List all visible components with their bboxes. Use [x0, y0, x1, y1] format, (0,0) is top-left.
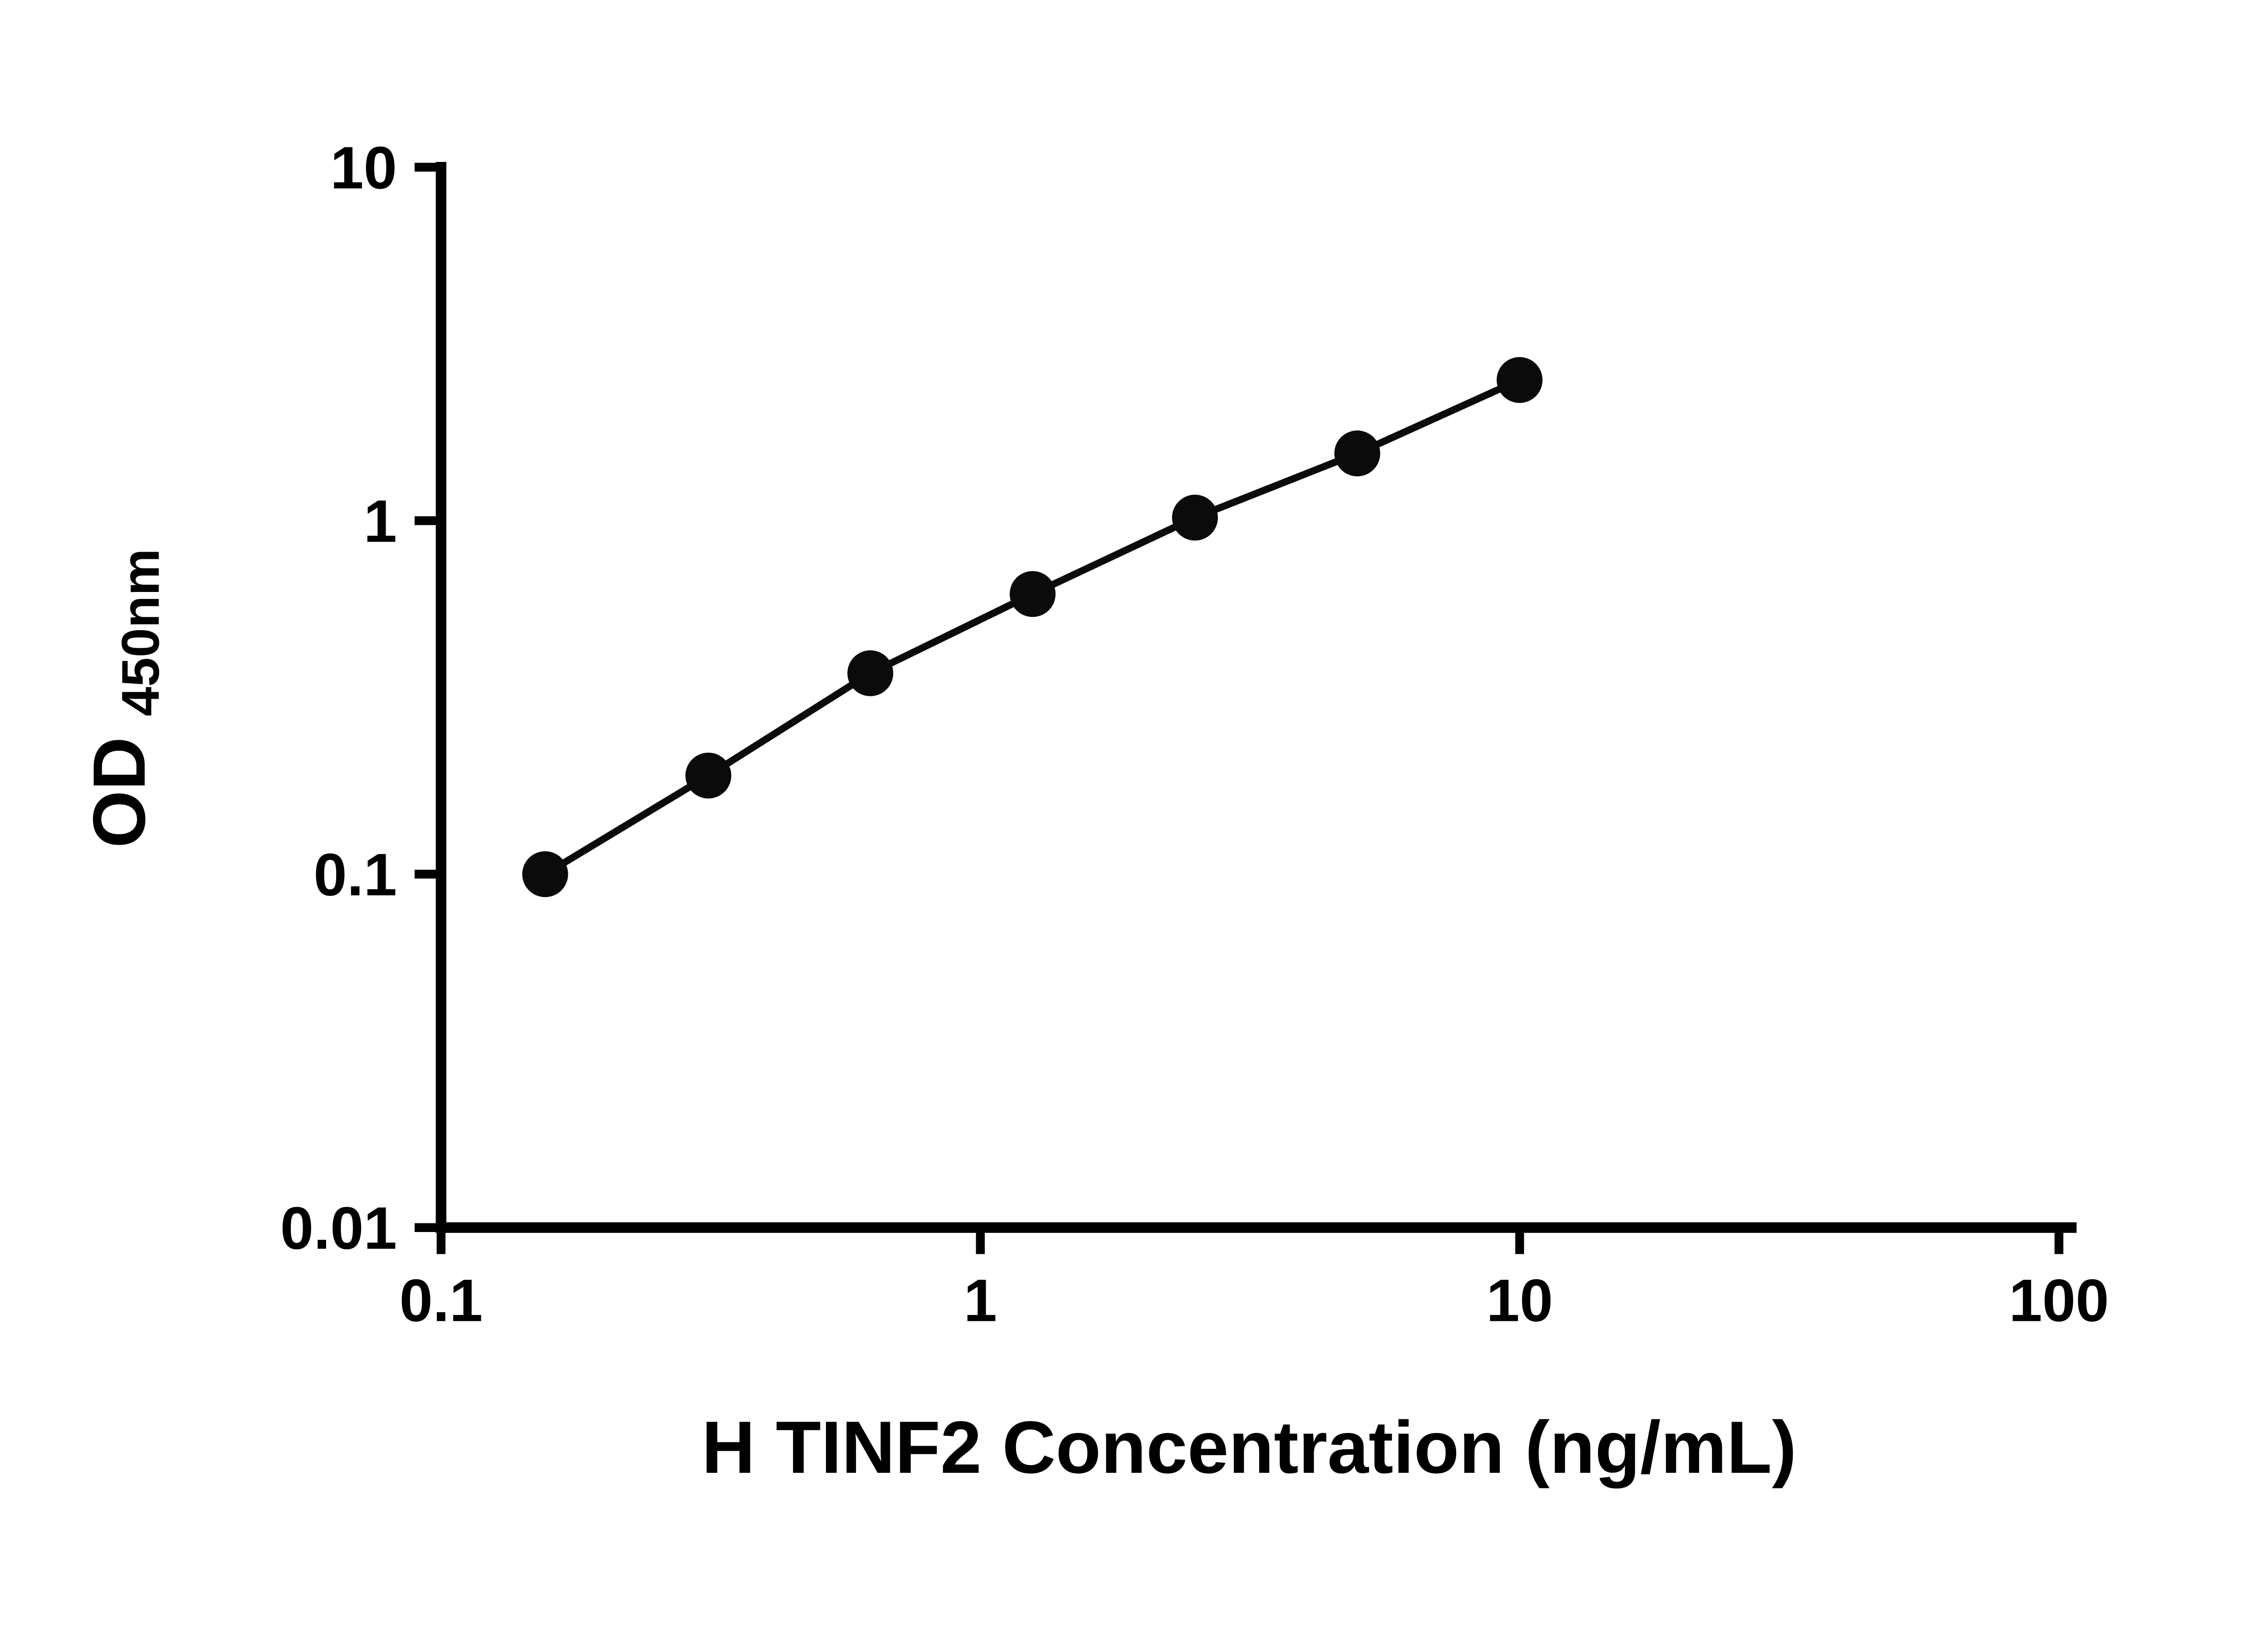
y-tick-label: 0.01: [280, 1195, 397, 1262]
data-point: [1009, 571, 1056, 617]
x-tick-label: 100: [2009, 1267, 2109, 1334]
x-tick-label: 10: [1486, 1267, 1553, 1334]
data-point: [1172, 494, 1218, 541]
y-axis-title: OD 450nm: [78, 548, 170, 848]
x-axis-title: H TINF2 Concentration (ng/mL): [702, 1406, 1797, 1489]
y-tick-label: 1: [364, 488, 397, 555]
y-axis-title-main: OD: [78, 737, 161, 848]
y-tick-label: 0.1: [313, 841, 397, 909]
data-point: [522, 851, 568, 897]
x-tick-label: 0.1: [399, 1267, 483, 1334]
x-tick-label: 1: [964, 1267, 997, 1334]
data-point: [847, 650, 894, 696]
data-point: [685, 753, 732, 799]
data-point: [1334, 430, 1380, 477]
y-tick-label: 10: [330, 134, 397, 201]
data-point: [1496, 357, 1543, 403]
y-axis-title-subscript: 450nm: [111, 548, 170, 716]
